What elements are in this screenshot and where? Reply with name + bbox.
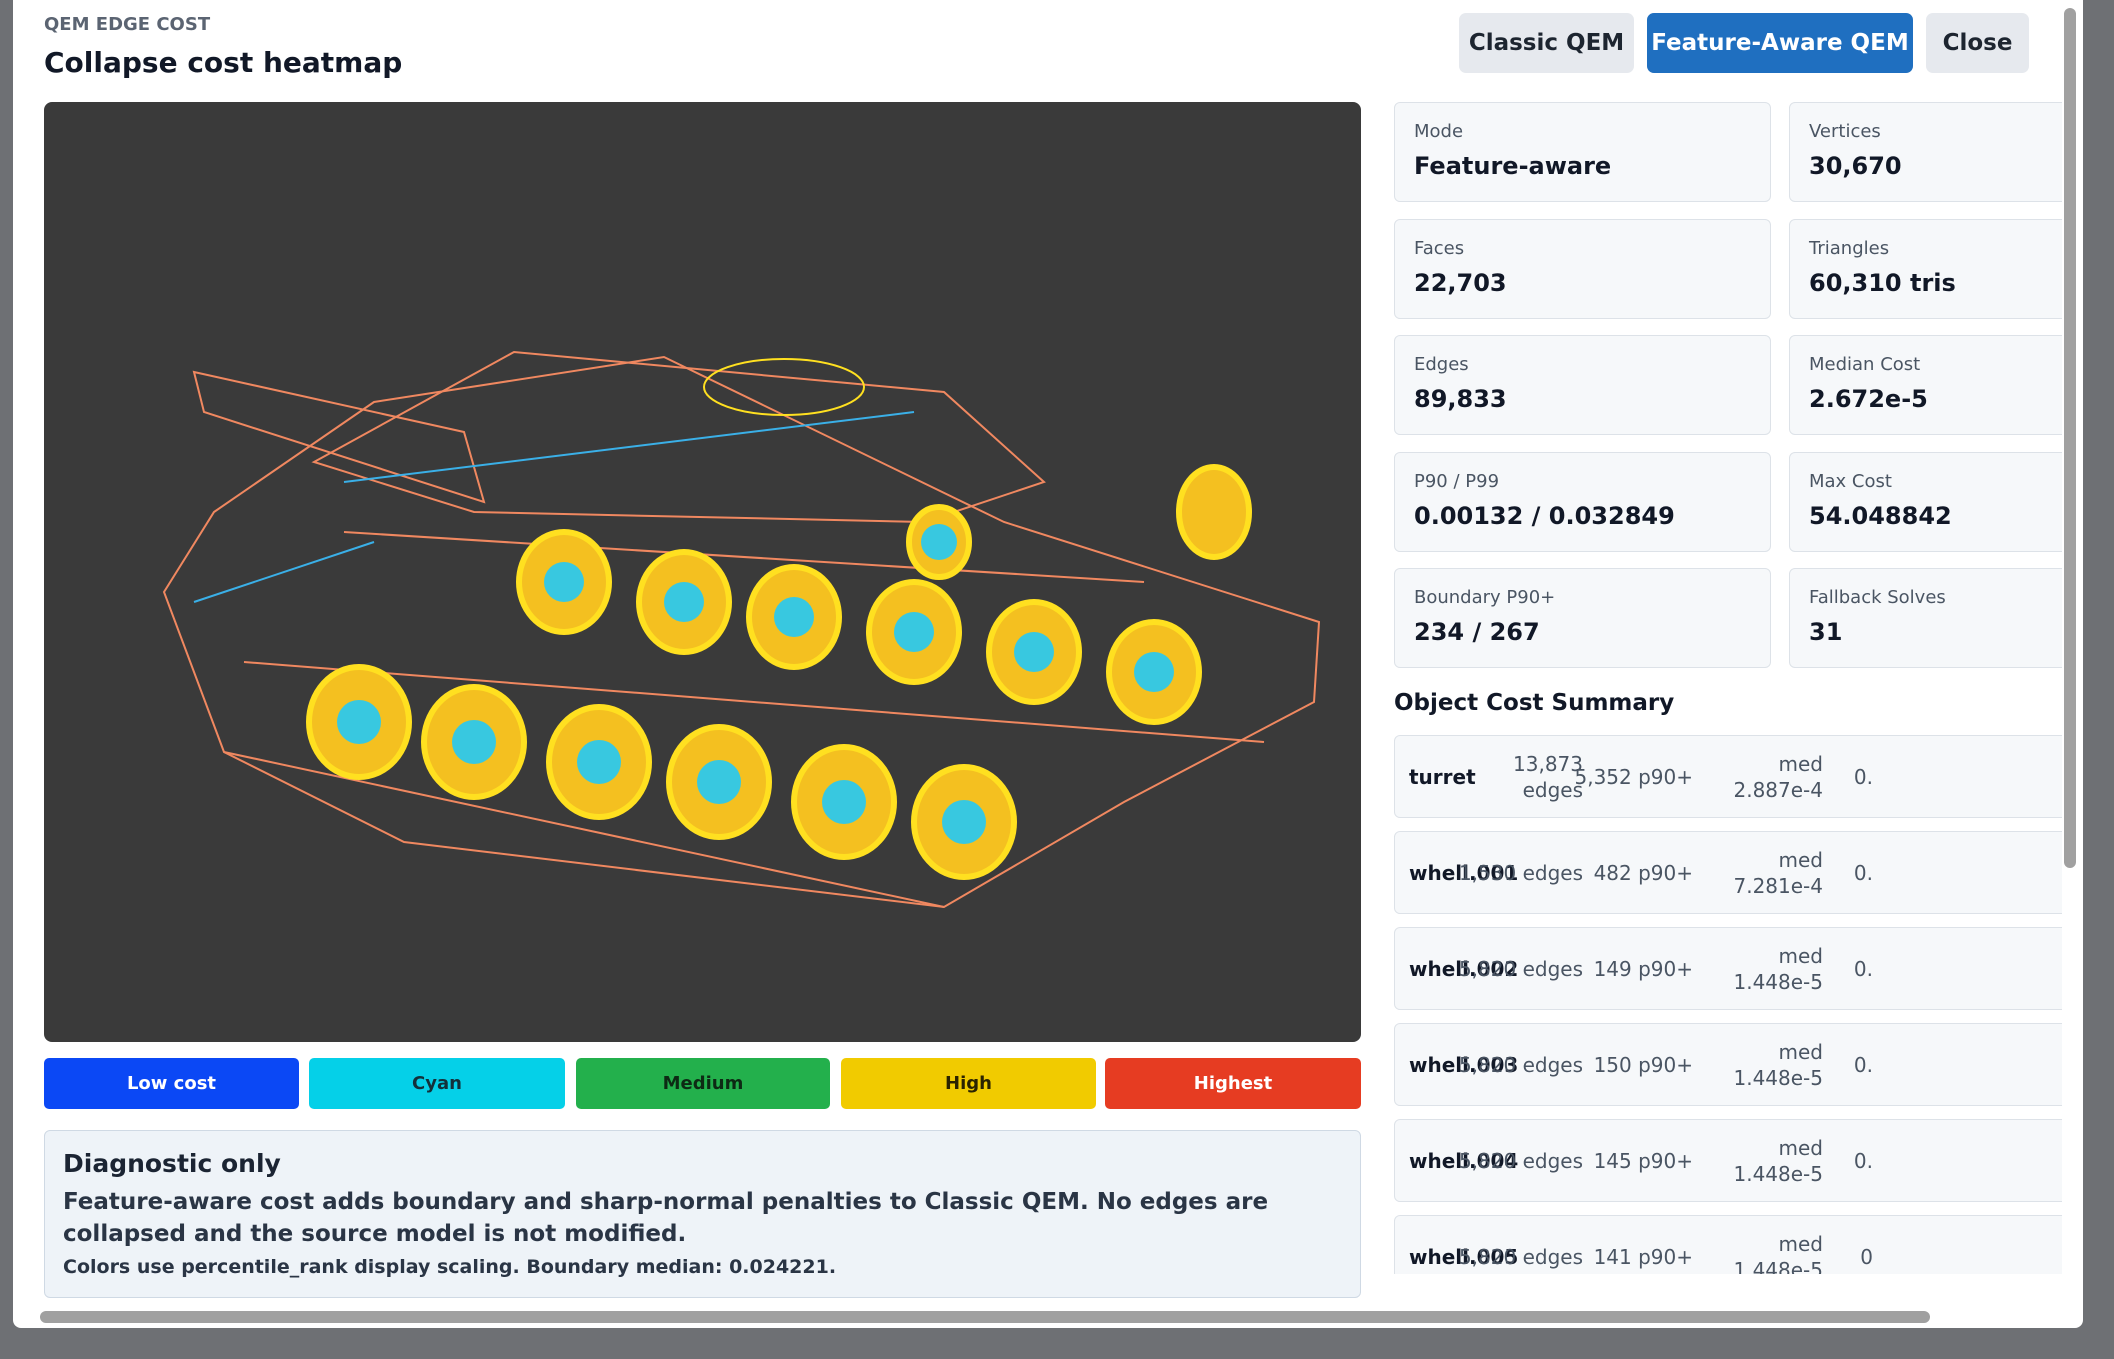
summary-row: whell.003 5,820 edges 150 p90+ med 1.448e-5… xyxy=(1394,1023,2062,1106)
stat-card: Mode Feature-aware xyxy=(1394,102,1771,202)
stat-label: Triangles xyxy=(1809,237,1890,259)
stat-value: 2.672e-5 xyxy=(1809,385,1928,413)
extra: 0. xyxy=(1853,1052,1873,1077)
extra: 0. xyxy=(1853,956,1873,981)
extra: 0. xyxy=(1853,860,1873,885)
median: med 7.281e-4 xyxy=(1733,847,1823,898)
stat-card: Median Cost 2.672e-5 xyxy=(1789,335,2062,435)
median: med 1.448e-5 xyxy=(1733,1039,1823,1090)
legend-item: Low cost xyxy=(44,1058,299,1109)
edge-count: 5,820 edges xyxy=(1458,1148,1583,1173)
button[interactable]: Feature-Aware QEM xyxy=(1647,13,1913,73)
title: Collapse cost heatmap xyxy=(44,46,403,79)
extra: 0. xyxy=(1853,1148,1873,1173)
scrollbar[interactable] xyxy=(40,1311,1930,1323)
notice-note: Colors use percentile_rank display scali… xyxy=(63,1256,837,1278)
notice: Diagnostic only Feature-aware cost adds … xyxy=(44,1130,1361,1298)
stat-card: Fallback Solves 31 xyxy=(1789,568,2062,668)
p90-count: 149 p90+ xyxy=(1593,956,1693,981)
stat-card: Faces 22,703 xyxy=(1394,218,1771,319)
summary-row: whell.005 5,820 edges 141 p90+ med 1.448e-5… xyxy=(1394,1215,2062,1274)
extra: 0. xyxy=(1853,764,1873,789)
edge-count: 13,873 edges xyxy=(1513,751,1583,802)
viewport xyxy=(44,102,1361,1042)
edge-count: 5,820 edges xyxy=(1458,1052,1583,1077)
stat-value: 234 / 267 xyxy=(1414,618,1540,646)
stat-label: Faces xyxy=(1414,237,1465,259)
legend-item: Cyan xyxy=(309,1058,565,1109)
p90-count: 141 p90+ xyxy=(1593,1244,1693,1269)
notice-title: Diagnostic only xyxy=(63,1149,281,1178)
summary-row: turret 13,873 edges 5,352 p90+ med 2.887e-4… xyxy=(1394,735,2062,818)
object-name: whell.001 xyxy=(1409,860,1519,885)
edge-count: 5,820 edges xyxy=(1458,1244,1583,1269)
button[interactable]: Classic QEM xyxy=(1459,13,1634,73)
stat-value: 30,670 xyxy=(1809,152,1902,180)
edge-count: 5,820 edges xyxy=(1458,956,1583,981)
median: med 2.887e-4 xyxy=(1733,751,1823,802)
stat-value: 0.00132 / 0.032849 xyxy=(1414,501,1675,530)
button[interactable]: Close xyxy=(1926,13,2029,73)
list: Vertices 30,670 Triangles 60,310 tris Median… xyxy=(1394,102,2062,1274)
stat-label: Median Cost xyxy=(1809,354,1921,375)
stat-value: Feature-aware xyxy=(1414,152,1612,180)
stat-label: Mode xyxy=(1414,121,1464,142)
edge-count: 1,530 edges xyxy=(1458,860,1583,885)
median: med 1.448e-5 xyxy=(1733,1135,1823,1186)
stat-label: Vertices xyxy=(1809,121,1881,142)
section-title: Object Cost Summary xyxy=(1394,690,1675,716)
object-name: whell.004 xyxy=(1409,1148,1519,1173)
object-name: whell.005 xyxy=(1409,1244,1519,1269)
notice-body: Feature-aware cost adds boundary and sha… xyxy=(63,1189,1269,1247)
legend-item: Medium xyxy=(576,1058,830,1109)
stat-value: 54.048842 xyxy=(1809,501,1952,530)
p90-count: 145 p90+ xyxy=(1593,1148,1693,1173)
stat-value: 89,833 xyxy=(1414,385,1507,413)
stat-label: Boundary P90+ xyxy=(1414,587,1556,608)
scrollbar[interactable] xyxy=(2064,8,2076,868)
stat-card: Boundary P90+ 234 / 267 xyxy=(1394,568,1771,668)
stat-value: 22,703 xyxy=(1414,268,1507,297)
p90-count: 150 p90+ xyxy=(1593,1052,1693,1077)
stat-label: Fallback Solves xyxy=(1809,587,1946,608)
object-name: whell.003 xyxy=(1409,1052,1519,1077)
extra: 0 xyxy=(1860,1244,1873,1269)
summary-row: whell.004 5,820 edges 145 p90+ med 1.448e-5… xyxy=(1394,1119,2062,1202)
legend-item: Highest xyxy=(1105,1058,1361,1109)
summary-row: whell.002 5,820 edges 149 p90+ med 1.448e-5… xyxy=(1394,927,2062,1010)
median: med 1.448e-5 xyxy=(1733,943,1823,994)
legend-item: High xyxy=(841,1058,1096,1109)
object-name: turret xyxy=(1409,764,1476,789)
p90-count: 5,352 p90+ xyxy=(1574,764,1693,789)
summary-row: whell.001 1,530 edges 482 p90+ med 7.281e-4… xyxy=(1394,831,2062,914)
kicker: QEM EDGE COST xyxy=(44,14,211,35)
p90-count: 482 p90+ xyxy=(1593,860,1693,885)
stat-card: Max Cost 54.048842 xyxy=(1789,451,2062,552)
median: med 1.448e-5 xyxy=(1733,1231,1823,1275)
stat-value: 31 xyxy=(1809,618,1843,646)
stat-card: Vertices 30,670 xyxy=(1789,102,2062,202)
stat-label: Max Cost xyxy=(1809,470,1892,492)
stat-card: P90 / P99 0.00132 / 0.032849 xyxy=(1394,451,1771,552)
stat-label: Edges xyxy=(1414,354,1469,375)
object-name: whell.002 xyxy=(1409,956,1519,981)
stat-label: P90 / P99 xyxy=(1414,470,1500,492)
stat-value: 60,310 tris xyxy=(1809,268,1956,297)
stat-card: Edges 89,833 xyxy=(1394,335,1771,435)
stat-card: Triangles 60,310 tris xyxy=(1789,218,2062,319)
